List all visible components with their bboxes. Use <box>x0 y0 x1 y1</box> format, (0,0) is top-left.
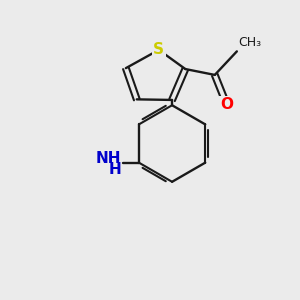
Text: NH: NH <box>96 151 121 166</box>
Text: O: O <box>220 97 233 112</box>
Text: H: H <box>109 162 121 177</box>
Text: S: S <box>153 42 164 57</box>
Text: CH₃: CH₃ <box>238 36 262 49</box>
